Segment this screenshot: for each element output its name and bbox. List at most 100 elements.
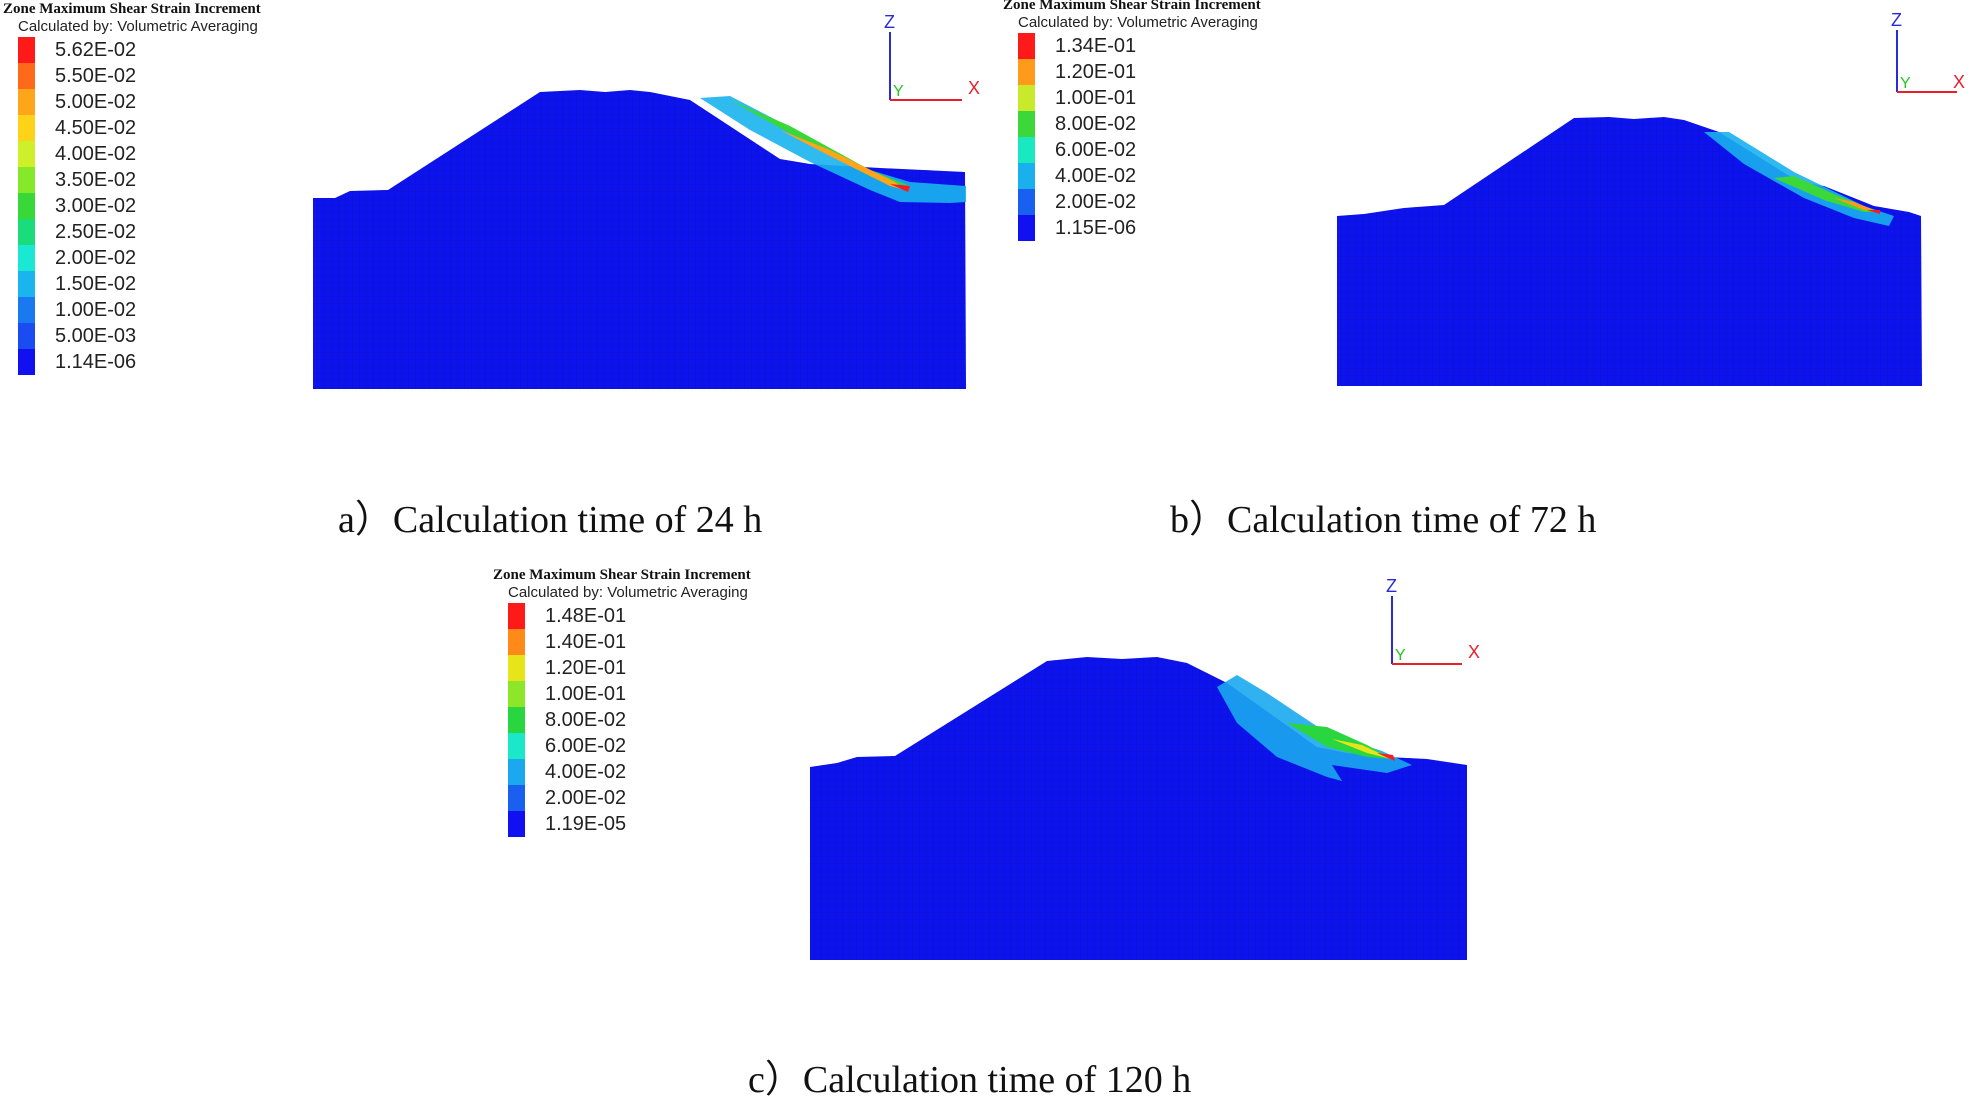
legend-label: 1.00E-01 <box>545 682 627 705</box>
legend-swatch <box>1018 189 1035 215</box>
model-mesh <box>313 90 966 389</box>
strain-band-core <box>780 130 905 190</box>
legend-label: 8.00E-02 <box>545 708 627 731</box>
legend-rows: 5.62E-02 5.50E-02 5.00E-02 4.50E-02 4.00E-02… <box>3 37 261 375</box>
strain-band-core <box>1332 739 1392 759</box>
model-mesh <box>1337 117 1922 386</box>
legend-swatch <box>18 115 35 141</box>
legend-label: 1.00E-01 <box>1055 86 1137 109</box>
legend-label: 6.00E-02 <box>1055 138 1137 161</box>
legend-swatch <box>1018 33 1035 59</box>
legend-swatch <box>1018 111 1035 137</box>
legend-entry: 1.00E-02 <box>18 297 261 323</box>
legend-swatch <box>18 349 35 375</box>
legend-entry: 1.20E-01 <box>508 655 751 681</box>
caption-a: a）Calculation time of 24 h <box>338 499 763 541</box>
model-mesh <box>810 657 1467 960</box>
legend-entry: 8.00E-02 <box>1018 111 1261 137</box>
legend-label: 1.15E-06 <box>1055 216 1137 239</box>
legend-rows: 1.48E-01 1.40E-01 1.20E-01 1.00E-01 8.00E-02… <box>493 603 751 837</box>
legend-swatch <box>18 63 35 89</box>
legend-entry: 5.62E-02 <box>18 37 261 63</box>
legend-entry: 1.48E-01 <box>508 603 751 629</box>
axis-label-x: X <box>1468 642 1480 662</box>
legend-label: 5.50E-02 <box>55 64 137 87</box>
legend-label: 2.00E-02 <box>1055 190 1137 213</box>
strain-band-outer <box>700 96 966 203</box>
legend-label: 1.19E-05 <box>545 812 627 835</box>
legend-entry: 1.00E-01 <box>1018 85 1261 111</box>
axes-triad-a: Z Y X <box>884 12 980 101</box>
legend-entry: 1.19E-05 <box>508 811 751 837</box>
model-b <box>1337 117 1922 386</box>
strain-peak <box>1867 210 1880 214</box>
strain-band-mid <box>730 100 910 186</box>
legend-label: 8.00E-02 <box>1055 112 1137 135</box>
legend-swatch <box>18 89 35 115</box>
legend-a: Zone Maximum Shear Strain Increment Calc… <box>3 1 261 375</box>
legend-swatch <box>1018 137 1035 163</box>
legend-title: Zone Maximum Shear Strain Increment <box>1003 0 1261 13</box>
legend-label: 4.00E-02 <box>545 760 627 783</box>
legend-subtitle: Calculated by: Volumetric Averaging <box>1018 14 1258 31</box>
legend-entry: 4.00E-02 <box>18 141 261 167</box>
legend-entry: 4.00E-02 <box>508 759 751 785</box>
legend-entry: 5.00E-03 <box>18 323 261 349</box>
legend-swatch <box>508 655 525 681</box>
axis-label-y: Y <box>1395 647 1406 664</box>
legend-label: 1.34E-01 <box>1055 34 1137 57</box>
axis-label-y: Y <box>1900 75 1911 92</box>
axis-label-x: X <box>1953 72 1965 92</box>
legend-swatch <box>508 785 525 811</box>
axis-label-x: X <box>968 78 980 98</box>
legend-label: 2.50E-02 <box>55 220 137 243</box>
legend-swatch <box>18 167 35 193</box>
legend-label: 2.00E-02 <box>545 786 627 809</box>
legend-entry: 3.50E-02 <box>18 167 261 193</box>
legend-title: Zone Maximum Shear Strain Increment <box>493 567 751 583</box>
legend-label: 1.48E-01 <box>545 604 627 627</box>
legend-entry: 2.50E-02 <box>18 219 261 245</box>
legend-entry: 4.50E-02 <box>18 115 261 141</box>
legend-swatch <box>18 245 35 271</box>
axis-label-z: Z <box>884 12 895 32</box>
legend-label: 3.50E-02 <box>55 168 137 191</box>
legend-entry: 8.00E-02 <box>508 707 751 733</box>
axis-label-y: Y <box>893 83 904 100</box>
legend-label: 5.62E-02 <box>55 38 137 61</box>
legend-entry: 3.00E-02 <box>18 193 261 219</box>
legend-swatch <box>1018 163 1035 189</box>
legend-swatch <box>18 323 35 349</box>
legend-c: Zone Maximum Shear Strain Increment Calc… <box>493 567 751 837</box>
legend-swatch <box>508 629 525 655</box>
legend-swatch <box>18 219 35 245</box>
legend-label: 1.00E-02 <box>55 298 137 321</box>
legend-swatch <box>508 733 525 759</box>
model-a <box>313 90 966 389</box>
axis-label-z: Z <box>1891 10 1902 30</box>
legend-subtitle: Calculated by: Volumetric Averaging <box>18 18 258 35</box>
caption-c: c）Calculation time of 120 h <box>748 1059 1192 1101</box>
legend-label: 5.00E-02 <box>55 90 137 113</box>
legend-label: 1.40E-01 <box>545 630 627 653</box>
legend-label: 2.00E-02 <box>55 246 137 269</box>
axes-triad-c: Z Y X <box>1386 576 1480 665</box>
legend-swatch <box>18 271 35 297</box>
axes-triad-b: Z Y X <box>1891 10 1965 93</box>
legend-entry: 1.34E-01 <box>1018 33 1261 59</box>
legend-entry: 1.14E-06 <box>18 349 261 375</box>
legend-swatch <box>508 681 525 707</box>
legend-entry: 4.00E-02 <box>1018 163 1261 189</box>
legend-title: Zone Maximum Shear Strain Increment <box>3 1 261 17</box>
legend-entry: 6.00E-02 <box>1018 137 1261 163</box>
strain-peak <box>890 184 910 192</box>
legend-swatch <box>508 707 525 733</box>
strain-peak <box>1377 753 1395 761</box>
legend-label: 1.14E-06 <box>55 350 137 373</box>
legend-rows: 1.34E-01 1.20E-01 1.00E-01 8.00E-02 6.00E-02… <box>1003 33 1261 241</box>
legend-entry: 2.00E-02 <box>508 785 751 811</box>
legend-label: 4.00E-02 <box>55 142 137 165</box>
legend-swatch <box>508 811 525 837</box>
legend-entry: 5.00E-02 <box>18 89 261 115</box>
caption-b: b）Calculation time of 72 h <box>1170 499 1597 541</box>
